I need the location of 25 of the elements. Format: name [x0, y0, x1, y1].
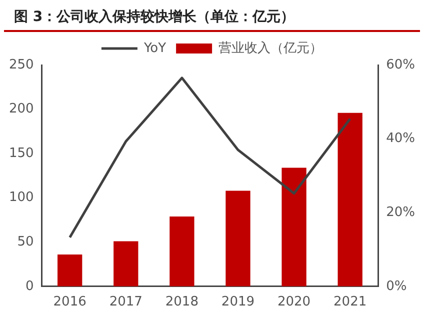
x-tick-label: 2021 — [334, 294, 367, 310]
bar — [58, 254, 82, 286]
y-tick-label: 200 — [8, 102, 34, 117]
y-tick-label: 0 — [26, 278, 34, 294]
y-tick-label: 150 — [8, 146, 34, 161]
bar — [338, 112, 362, 286]
x-tick-label: 2017 — [109, 294, 142, 310]
x-tick-label: 2020 — [277, 294, 311, 310]
x-tick-label: 2018 — [165, 294, 198, 310]
chart-title: 图 3：公司收入保持较快增长（单位：亿元） — [4, 0, 420, 32]
y-tick-label: 250 — [8, 57, 34, 72]
bar — [170, 216, 194, 286]
y2-tick-label: 0% — [386, 278, 407, 294]
bar — [226, 190, 250, 286]
bar — [114, 241, 138, 286]
legend-label: YoY — [142, 40, 166, 56]
y-tick-label: 100 — [8, 190, 34, 206]
y-tick-label: 50 — [17, 234, 34, 250]
x-tick-label: 2019 — [221, 294, 255, 310]
legend-label: 营业收入（亿元） — [218, 40, 323, 56]
y2-tick-label: 60% — [386, 57, 416, 72]
bar — [282, 168, 306, 286]
y2-tick-label: 20% — [386, 204, 416, 220]
x-tick-label: 2016 — [53, 294, 86, 310]
y2-tick-label: 40% — [386, 131, 416, 146]
